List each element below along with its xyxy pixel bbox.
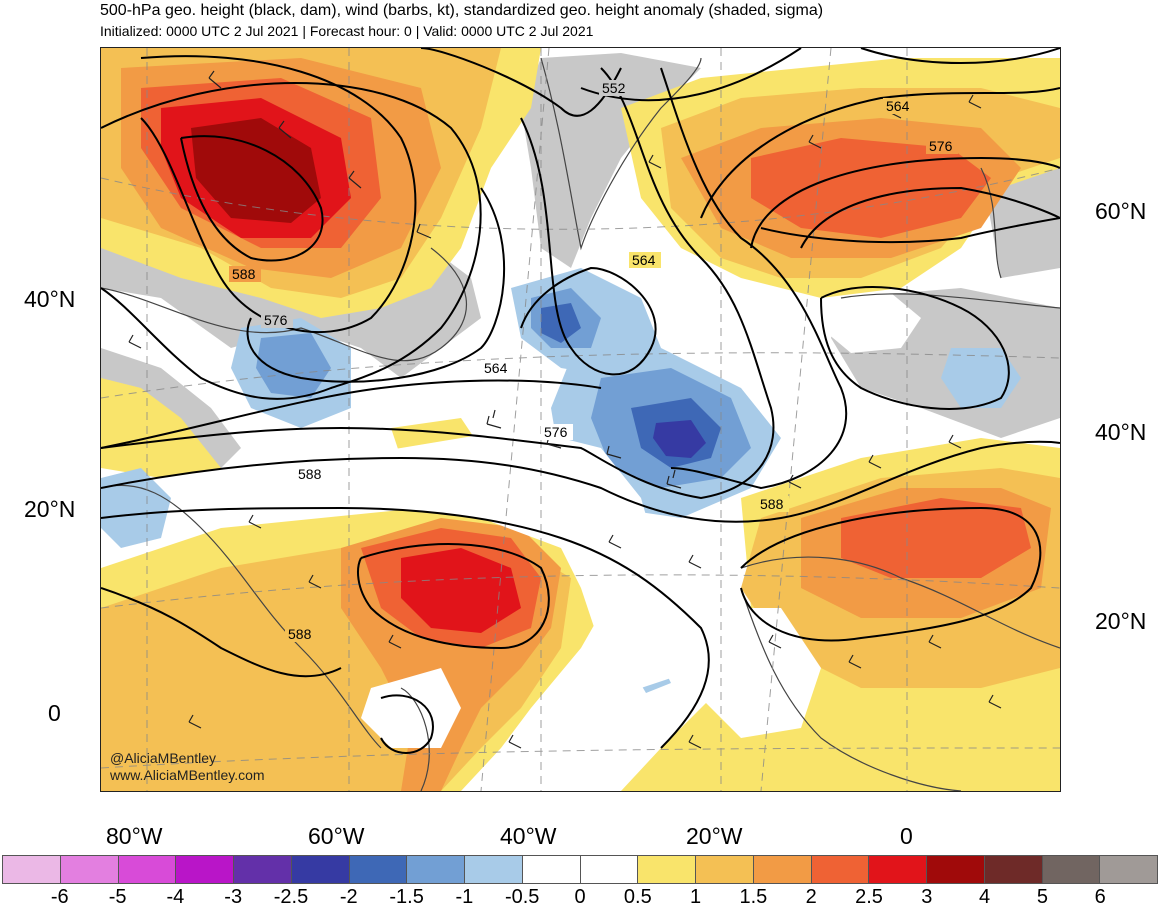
colorbar-label: -2.5 [273, 886, 309, 908]
contour-label: 588 [760, 496, 784, 512]
colorbar-swatch [638, 856, 696, 883]
colorbar-label: 5 [1036, 886, 1048, 908]
coastline-layer [101, 57, 1060, 791]
lat-label-right: 20°N [1095, 608, 1147, 634]
contour-label: 564 [886, 98, 910, 114]
colorbar-label: -2 [339, 886, 358, 908]
colorbar-swatch [176, 856, 234, 883]
colorbar-label: 4 [979, 886, 991, 908]
colorbar-label: -1 [455, 886, 474, 908]
colorbar-label: 2 [805, 886, 817, 908]
lon-label: 80°W [106, 823, 163, 849]
lat-label-left: 20°N [24, 496, 76, 522]
contour-label: 588 [232, 266, 256, 282]
map-subtitle: Initialized: 0000 UTC 2 Jul 2021 | Forec… [100, 23, 594, 39]
watermark-site: www.AliciaMBentley.com [110, 767, 265, 783]
contour-label: 576 [264, 312, 288, 328]
graticule-layer [101, 48, 1060, 791]
colorbar-label: -5 [108, 886, 127, 908]
map-title: 500-hPa geo. height (black, dam), wind (… [100, 2, 824, 19]
colorbar-swatch [753, 856, 812, 883]
lon-label: 60°W [308, 823, 365, 849]
contour-label: 564 [484, 360, 508, 376]
colorbar-swatch [465, 856, 523, 883]
colorbar-label: 6 [1094, 886, 1106, 908]
colorbar-label: 1.5 [739, 886, 768, 908]
colorbar-swatch [580, 856, 639, 883]
contour-label: 576 [929, 138, 953, 154]
colorbar-swatch [696, 856, 754, 883]
colorbar [2, 855, 1158, 884]
colorbar-swatch [522, 856, 581, 883]
colorbar-swatch [291, 856, 350, 883]
colorbar-label: -1.5 [389, 886, 424, 908]
colorbar-swatch [984, 856, 1043, 883]
colorbar-swatch [1100, 856, 1157, 883]
colorbar-swatch [407, 856, 465, 883]
colorbar-label: -0.5 [504, 886, 540, 908]
lat-label-right: 60°N [1095, 198, 1147, 224]
colorbar-swatch [234, 856, 292, 883]
colorbar-swatch [927, 856, 985, 883]
contour-label: 588 [298, 466, 322, 482]
watermark-handle: @AliciaMBentley [110, 750, 217, 766]
anomaly-shading-layer [101, 48, 1060, 791]
lat-label-left: 40°N [24, 286, 76, 312]
colorbar-swatch [869, 856, 927, 883]
lon-label: 40°W [500, 823, 557, 849]
map-panel[interactable]: 552 564 576 564 588 576 564 576 588 588 … [100, 47, 1061, 792]
contour-label: 564 [632, 252, 656, 268]
contour-label-layer: 552 564 576 564 588 576 564 576 588 588 … [229, 80, 958, 642]
colorbar-label: -6 [50, 886, 69, 908]
contour-label: 576 [544, 424, 568, 440]
height-contours [101, 48, 1060, 754]
map-canvas: 552 564 576 564 588 576 564 576 588 588 … [101, 48, 1060, 791]
colorbar-label: 1 [690, 886, 702, 908]
lat-label-left: 0 [48, 700, 61, 726]
colorbar-swatch [3, 856, 61, 883]
colorbar-label: 0 [574, 886, 586, 908]
colorbar-label: 0.5 [623, 886, 652, 908]
colorbar-label: 3 [921, 886, 933, 908]
colorbar-label: 2.5 [855, 886, 883, 908]
lon-label: 0 [900, 823, 913, 849]
contour-label: 588 [288, 626, 312, 642]
colorbar-swatch [811, 856, 870, 883]
lat-label-right: 40°N [1095, 419, 1147, 445]
colorbar-label: -4 [166, 886, 185, 908]
colorbar-label: -3 [224, 886, 243, 908]
colorbar-swatch [1042, 856, 1101, 883]
colorbar-swatch [60, 856, 119, 883]
lon-label: 20°W [686, 823, 743, 849]
contour-label: 552 [602, 80, 626, 96]
colorbar-swatch [118, 856, 177, 883]
colorbar-swatch [349, 856, 408, 883]
